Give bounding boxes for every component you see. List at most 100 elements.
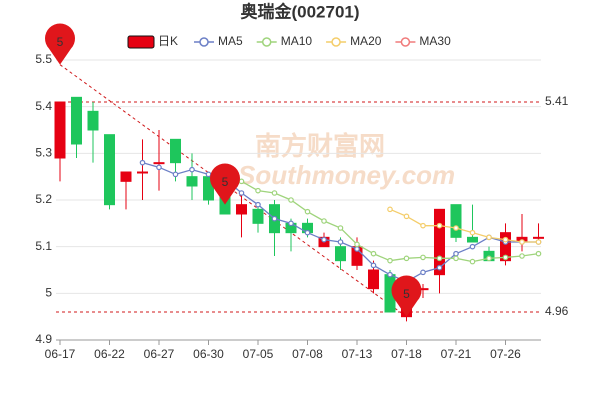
ma-point (337, 239, 344, 245)
ma-point (255, 201, 261, 208)
ma-point (354, 246, 360, 252)
ma-point (453, 225, 459, 231)
legend-swatch (331, 37, 341, 47)
candle-body (335, 246, 346, 262)
ma-point (453, 255, 459, 262)
x-tick-label: 07-18 (391, 347, 422, 361)
candle-body (186, 176, 198, 187)
y-tick-label: 5.4 (35, 99, 52, 113)
y-tick-label: 5.5 (35, 52, 52, 66)
x-tick-label: 07-13 (342, 347, 373, 361)
ma-point (519, 253, 525, 259)
candle-body (434, 208, 445, 276)
candle-body (252, 208, 264, 224)
ma-point (304, 229, 311, 236)
ma-point (519, 239, 525, 245)
watermark: Southmoney.com (238, 160, 455, 190)
ma-point (288, 220, 294, 227)
legend-label: MA10 (281, 34, 313, 48)
ma-line (224, 176, 539, 263)
marker-label: 5 (403, 287, 410, 301)
ma-point (469, 243, 476, 250)
marker-label: 5 (57, 35, 64, 49)
candle-body (104, 134, 115, 206)
ma-line (389, 208, 539, 243)
ma-point (387, 206, 393, 213)
ma-point (486, 255, 492, 262)
watermark: 南方财富网 (255, 131, 385, 161)
candle-body (467, 236, 478, 243)
ma-point (387, 271, 393, 278)
ma-point (436, 222, 443, 229)
ma-point (238, 190, 245, 196)
y-tick-label: 5.2 (35, 192, 52, 206)
ma-point (403, 213, 410, 220)
ma-point (535, 250, 542, 257)
candle-body (450, 204, 462, 238)
legend-swatch (261, 37, 272, 47)
legend-swatch (127, 35, 155, 49)
reference-label: 5.41 (545, 94, 569, 108)
reference-label: 4.96 (545, 304, 569, 318)
candle-body (137, 171, 148, 174)
ma-point (436, 255, 443, 262)
ma-point (321, 236, 327, 243)
ma-point (271, 190, 278, 196)
ma-point (321, 218, 327, 224)
marker-label: 5 (222, 175, 229, 189)
candle-body (500, 232, 511, 262)
ma-point (387, 257, 393, 264)
marker-pin (209, 163, 241, 205)
candle-body (170, 138, 181, 164)
x-tick-label: 07-26 (490, 347, 521, 361)
ma-point (486, 234, 492, 241)
ma-point (535, 239, 542, 245)
ma-point (189, 166, 195, 173)
candle-body (87, 110, 99, 131)
candle-body (71, 96, 82, 145)
ma-point (205, 171, 212, 178)
candle-body (368, 269, 379, 290)
ma-point (304, 208, 311, 215)
candle-body (153, 162, 165, 165)
x-tick-label: 07-21 (441, 347, 472, 361)
ma-point (420, 254, 426, 261)
x-tick-label: 06-17 (45, 347, 76, 361)
ma-point (469, 229, 476, 236)
candle-body (120, 171, 132, 182)
legend-swatch (199, 37, 209, 47)
y-tick-label: 5.1 (35, 239, 52, 253)
x-tick-label: 07-05 (243, 347, 274, 361)
marker-pin (45, 23, 75, 65)
ma-point (172, 171, 179, 178)
legend-swatch (400, 37, 411, 47)
legend-label: MA30 (419, 34, 451, 48)
ma-point (255, 187, 261, 194)
ma-point (436, 264, 443, 271)
ma-point (337, 225, 344, 231)
ma-point (502, 236, 509, 243)
ma-point (271, 215, 278, 222)
ma-point (469, 258, 476, 265)
candle-body (533, 236, 544, 239)
ma-point (502, 254, 509, 261)
x-tick-label: 06-30 (193, 347, 224, 361)
x-tick-label: 06-22 (94, 347, 125, 361)
ma-point (370, 250, 377, 257)
y-tick-label: 5 (45, 286, 52, 300)
ma-point (139, 159, 146, 166)
candle-body (54, 101, 66, 159)
y-tick-label: 4.9 (35, 332, 52, 346)
ma-point (156, 164, 162, 171)
legend-label: MA20 (350, 34, 382, 48)
ma-point (354, 241, 360, 248)
ma-point (403, 255, 410, 262)
marker-pin (391, 275, 422, 317)
ma-point (420, 222, 426, 229)
ma-point (238, 178, 245, 185)
x-tick-label: 07-08 (292, 347, 323, 361)
ma-point (370, 262, 377, 269)
y-tick-label: 5.3 (35, 146, 52, 160)
legend-label: MA5 (218, 34, 243, 48)
